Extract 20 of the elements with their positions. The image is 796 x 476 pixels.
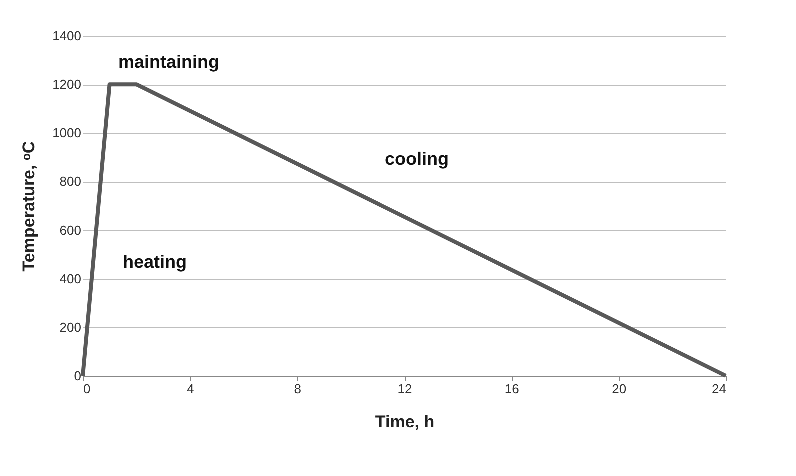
y-axis-title: Temperature, ᵒC — [20, 141, 39, 272]
y-tick-label: 1400 — [52, 28, 82, 44]
y-tick-label: 0 — [74, 368, 82, 384]
annotation: heating — [122, 252, 188, 272]
annotation: maintaining — [118, 52, 220, 72]
y-tick-label: 1200 — [52, 77, 82, 92]
x-tick-label: 24 — [712, 382, 726, 396]
y-tick-label: 1000 — [52, 126, 82, 141]
annotation: cooling — [385, 149, 449, 169]
x-tick-label: 4 — [187, 382, 194, 396]
x-tick-label: 16 — [504, 382, 520, 396]
x-tick-label: 12 — [398, 382, 412, 396]
y-tick-label: 400 — [60, 271, 82, 286]
x-tick-label: 8 — [294, 382, 302, 396]
y-tick-label: 800 — [60, 174, 82, 190]
x-tick-label: 0 — [84, 382, 91, 396]
y-tick-label: 200 — [60, 320, 82, 335]
y-tick-label: 600 — [60, 222, 82, 238]
x-tick-label: 20 — [612, 382, 627, 396]
x-axis-title: Time, h — [375, 412, 435, 432]
